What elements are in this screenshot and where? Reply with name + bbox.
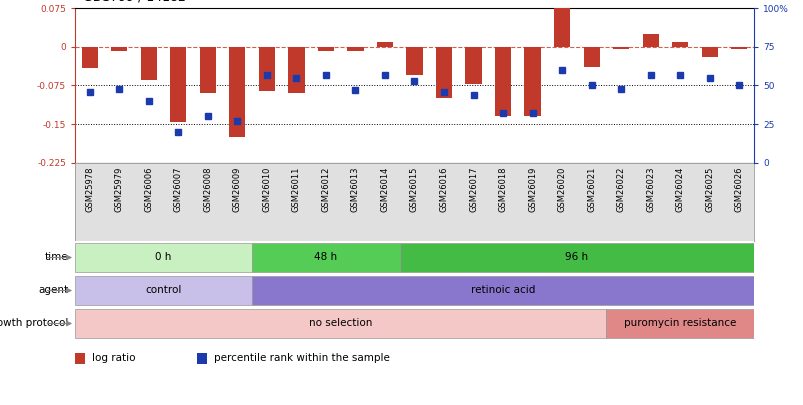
Bar bbox=[435, 47, 451, 98]
Text: GSM26009: GSM26009 bbox=[233, 167, 242, 212]
Bar bbox=[524, 47, 540, 117]
Bar bbox=[730, 47, 747, 49]
Text: GSM26026: GSM26026 bbox=[734, 167, 743, 212]
Bar bbox=[197, 353, 207, 364]
Bar bbox=[252, 276, 753, 305]
Text: GSM26010: GSM26010 bbox=[262, 167, 271, 212]
Bar bbox=[199, 47, 216, 93]
Bar bbox=[399, 243, 753, 272]
Text: GSM25979: GSM25979 bbox=[115, 167, 124, 212]
Bar bbox=[75, 243, 252, 272]
Bar bbox=[259, 47, 275, 91]
Text: GSM26008: GSM26008 bbox=[203, 167, 212, 212]
Text: growth protocol: growth protocol bbox=[0, 318, 68, 328]
Bar bbox=[229, 47, 245, 137]
Text: GSM26024: GSM26024 bbox=[675, 167, 684, 212]
Text: GSM26012: GSM26012 bbox=[321, 167, 330, 212]
Text: GSM26022: GSM26022 bbox=[616, 167, 625, 212]
Bar bbox=[317, 47, 333, 51]
Bar bbox=[406, 47, 422, 75]
Bar bbox=[553, 8, 569, 47]
Text: 48 h: 48 h bbox=[314, 252, 337, 262]
Text: GSM25978: GSM25978 bbox=[85, 167, 94, 212]
Bar bbox=[465, 47, 481, 84]
Text: GSM26015: GSM26015 bbox=[410, 167, 418, 212]
Text: GSM26016: GSM26016 bbox=[439, 167, 448, 212]
Text: GSM26021: GSM26021 bbox=[586, 167, 595, 212]
Bar bbox=[605, 309, 753, 338]
Bar bbox=[347, 47, 363, 51]
Text: GSM26011: GSM26011 bbox=[291, 167, 300, 212]
Bar bbox=[111, 47, 127, 51]
Bar bbox=[495, 47, 511, 117]
Text: log ratio: log ratio bbox=[92, 352, 136, 362]
Text: GSM26018: GSM26018 bbox=[498, 167, 507, 212]
Bar bbox=[170, 47, 186, 122]
Bar bbox=[583, 47, 599, 67]
Text: GSM26007: GSM26007 bbox=[173, 167, 182, 212]
Bar bbox=[75, 353, 85, 364]
Bar bbox=[377, 42, 393, 47]
Text: GSM26020: GSM26020 bbox=[557, 167, 566, 212]
Bar bbox=[75, 276, 252, 305]
Text: no selection: no selection bbox=[308, 318, 372, 328]
Text: agent: agent bbox=[38, 286, 68, 296]
Bar bbox=[288, 47, 304, 93]
Text: GDS799 / 14182: GDS799 / 14182 bbox=[83, 0, 185, 4]
Bar bbox=[671, 42, 687, 47]
Bar bbox=[141, 47, 157, 80]
Bar bbox=[701, 47, 717, 57]
Bar bbox=[82, 47, 98, 68]
Text: time: time bbox=[44, 252, 68, 262]
Text: GSM26006: GSM26006 bbox=[144, 167, 153, 212]
Text: puromycin resistance: puromycin resistance bbox=[623, 318, 736, 328]
Text: GSM26025: GSM26025 bbox=[704, 167, 713, 212]
Text: 96 h: 96 h bbox=[565, 252, 588, 262]
Text: GSM26019: GSM26019 bbox=[528, 167, 536, 212]
Bar bbox=[252, 243, 399, 272]
Text: GSM26013: GSM26013 bbox=[351, 167, 360, 212]
Bar bbox=[642, 34, 658, 47]
Text: retinoic acid: retinoic acid bbox=[471, 286, 535, 296]
Text: GSM26017: GSM26017 bbox=[468, 167, 478, 212]
Text: control: control bbox=[145, 286, 181, 296]
Bar bbox=[612, 47, 629, 49]
Text: 0 h: 0 h bbox=[155, 252, 172, 262]
Text: GSM26014: GSM26014 bbox=[380, 167, 389, 212]
Text: percentile rank within the sample: percentile rank within the sample bbox=[214, 352, 389, 362]
Text: GSM26023: GSM26023 bbox=[646, 167, 654, 212]
Bar bbox=[75, 309, 605, 338]
